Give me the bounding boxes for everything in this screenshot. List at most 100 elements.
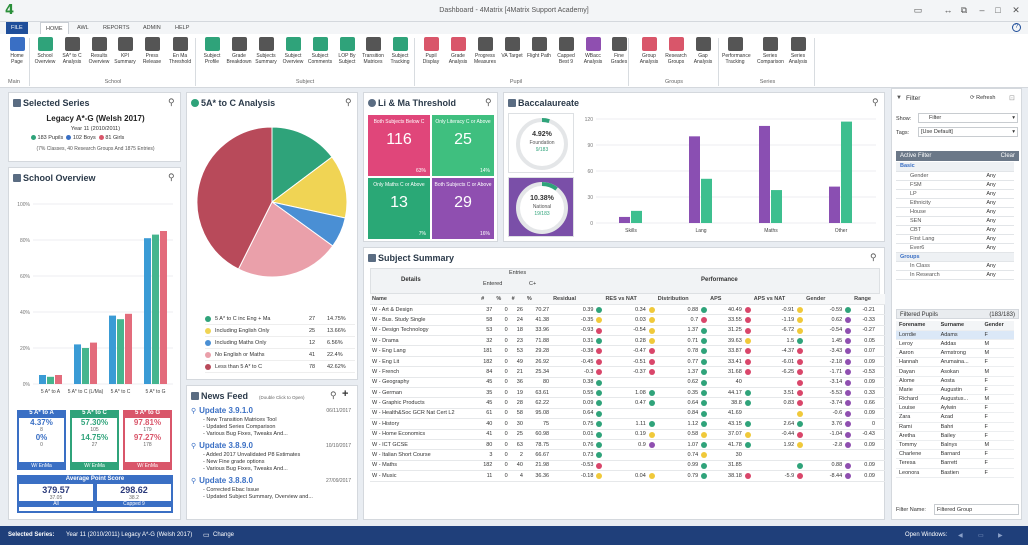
column-header[interactable]: # xyxy=(479,294,495,305)
ribbon-button-subjects-summary[interactable]: Subjects Summary xyxy=(253,37,279,65)
column-header[interactable]: Residual xyxy=(551,294,604,305)
filter-row[interactable]: CBT Any xyxy=(896,225,1014,235)
column-header[interactable]: Gender xyxy=(804,294,853,305)
table-row[interactable]: W - ICT GCSE 80 0 63 78.75 0.76 0.9 1.07 41.78 1.… xyxy=(370,439,885,451)
pupil-column-header[interactable]: Forename xyxy=(896,321,938,331)
pin-icon[interactable]: ⊡ xyxy=(1009,95,1015,102)
refresh-button[interactable]: ⟳ Refresh xyxy=(970,95,995,101)
pupil-row[interactable]: Aaron Armstrong M xyxy=(896,348,1014,359)
ribbon-button-progress-measures[interactable]: Progress Measures xyxy=(472,37,498,65)
filter-row[interactable]: In Research Any xyxy=(896,270,1014,280)
ribbon-button-pupil-display[interactable]: Pupil Display xyxy=(418,37,444,65)
table-row[interactable]: W - Design Technology 53 0 18 33.96 -0.93 -0.5… xyxy=(370,325,885,337)
pupil-row[interactable]: Marie Augustin F xyxy=(896,385,1014,396)
table-row[interactable]: W - Eng Lang 181 0 53 29.28 -0.38 -0.47 0.78 33.… xyxy=(370,345,885,357)
table-row[interactable]: W - Art & Design 37 0 26 70.27 0.39 0.34 0.88 40… xyxy=(370,304,885,316)
ribbon-button-capped-best-9[interactable]: Capped Best 9 xyxy=(553,37,579,65)
pupil-row[interactable]: Richard Augustus... M xyxy=(896,394,1014,405)
table-row[interactable]: W - Health&Soc GCR Nat Cert L2 61 0 58 95.08… xyxy=(370,408,885,420)
search-icon[interactable]: ⚲ xyxy=(485,97,492,107)
ribbon-button-subject-tracking[interactable]: Subject Tracking xyxy=(387,37,413,65)
filter-row[interactable]: Gender Any xyxy=(896,171,1014,181)
tab-admin[interactable]: ADMIN xyxy=(143,25,161,31)
filter-section-basic[interactable]: Basic xyxy=(896,162,1014,172)
column-header[interactable]: % xyxy=(524,294,552,305)
show-select[interactable]: Filter ▾ xyxy=(918,113,1018,123)
search-icon[interactable]: ⚲ xyxy=(870,252,877,262)
ribbon-button-kpi-summary[interactable]: KPI Summary xyxy=(112,37,138,65)
ribbon-button-gap-analysis[interactable]: Gap Analysis xyxy=(690,37,716,65)
table-row[interactable]: W - Geography 45 0 36 80 0.38 0.62 40 -3.14 0.09 xyxy=(370,377,885,389)
tags-select[interactable]: [Use Default] ▾ xyxy=(918,127,1018,137)
clear-button[interactable]: Clear xyxy=(1000,153,1015,159)
column-header[interactable]: % xyxy=(494,294,510,305)
news-item[interactable]: ⚲ Update 3.9.1.0 06/11/2017 - New Transitio… xyxy=(191,406,355,438)
column-header[interactable]: # xyxy=(509,294,525,305)
table-row[interactable]: W - Home Economics 41 0 25 60.98 0.01 0.19 0.58… xyxy=(370,429,885,440)
filter-name-input[interactable]: Filtered Group xyxy=(934,504,1019,515)
ribbon-button-flight-path[interactable]: Flight Path xyxy=(526,37,552,59)
close-icon[interactable]: ✕ xyxy=(1012,5,1020,15)
window-list-icon[interactable]: ▭ xyxy=(978,533,984,539)
lima-tile[interactable]: Only Literacy C or Above 25 14% xyxy=(432,115,494,176)
maximize-icon[interactable]: □ xyxy=(995,5,1001,15)
ribbon-button-series-analysis[interactable]: Series Analysis xyxy=(785,37,811,65)
pupil-row[interactable]: Leonora Bastien F xyxy=(896,468,1014,478)
pupil-column-header[interactable]: Gender xyxy=(981,321,1014,331)
filter-row[interactable]: In Class Any xyxy=(896,261,1014,271)
help-icon[interactable]: ? xyxy=(1012,23,1021,32)
camera-icon[interactable]: ▭ xyxy=(913,5,923,15)
filter-row[interactable]: Ethnicity Any xyxy=(896,198,1014,208)
ribbon-button-lop-by-subject[interactable]: LOP By Subject xyxy=(334,37,360,65)
pupil-row[interactable]: Dayan Asokan M xyxy=(896,366,1014,377)
search-icon[interactable]: ⚲ xyxy=(168,97,175,107)
pupil-row[interactable]: Charlene Barnard F xyxy=(896,449,1014,460)
news-item[interactable]: ⚲ Update 3.8.8.0 27/09/2017 - Corrected Eba… xyxy=(191,476,355,501)
filter-row[interactable]: FSM Any xyxy=(896,180,1014,190)
pupil-row[interactable]: Alome Aosta F xyxy=(896,376,1014,386)
ribbon-button-results-overview[interactable]: Results Overview xyxy=(86,37,112,65)
restore-icon[interactable]: ⧉ xyxy=(960,5,968,15)
search-icon[interactable]: ⚲ xyxy=(872,97,879,107)
lima-tile[interactable]: Both Subjects C or Above 29 16% xyxy=(432,178,494,239)
pupil-row[interactable]: Lorrdie Adams F xyxy=(896,330,1014,340)
add-icon[interactable]: + xyxy=(342,388,349,400)
ribbon-button-school-overview[interactable]: School Overview xyxy=(32,37,58,65)
ribbon-button-subject-profile[interactable]: Subject Profile xyxy=(199,37,225,65)
ribbon-button-research-groups[interactable]: Research Groups xyxy=(663,37,689,65)
search-icon[interactable]: ⚲ xyxy=(345,97,352,107)
filter-row[interactable]: LP Any xyxy=(896,189,1014,199)
table-row[interactable]: W - Maths 182 0 40 21.98 -0.53 0.99 31.85 0.88 0.… xyxy=(370,460,885,472)
pupil-row[interactable]: Louise Aylwin F xyxy=(896,403,1014,414)
ribbon-button-en-ma-threshold[interactable]: En Ma Threshold xyxy=(167,37,193,65)
location-icon[interactable]: ⚲ xyxy=(330,390,337,400)
table-row[interactable]: W - Music 11 0 4 36.36 -0.18 0.04 0.79 38.18 -5.9… xyxy=(370,470,885,482)
filter-row[interactable]: SEN Any xyxy=(896,216,1014,226)
table-row[interactable]: W - Bus. Study Single 58 0 24 41.38 -0.35 0.03… xyxy=(370,314,885,326)
table-row[interactable]: W - Graphic Products 45 0 28 62.22 0.09 0.47 0.… xyxy=(370,397,885,409)
column-header[interactable]: Name xyxy=(370,294,480,305)
table-row[interactable]: W - French 84 0 21 25.34 -0.3 -0.37 1.37 31.68 -6… xyxy=(370,366,885,378)
ribbon-button-sa-to-c-analysis[interactable]: SA* to C Analysis xyxy=(59,37,85,65)
pupil-row[interactable]: Hannah Arumaina... F xyxy=(896,357,1014,368)
pupil-row[interactable]: Rami Bahri F xyxy=(896,422,1014,432)
column-header[interactable]: APS vs NAT xyxy=(751,294,805,305)
filter-section-groups[interactable]: Groups xyxy=(896,252,1014,262)
column-header[interactable]: Range xyxy=(852,294,885,305)
pupil-column-header[interactable]: Surname xyxy=(937,321,982,331)
lima-tile[interactable]: Only Maths C or Above 13 7% xyxy=(368,178,430,239)
resize-icon[interactable]: ↔ xyxy=(943,5,953,15)
ribbon-button-performance-tracking[interactable]: Performance Tracking xyxy=(722,37,751,65)
search-icon[interactable]: ⚲ xyxy=(168,172,175,182)
filter-row[interactable]: House Any xyxy=(896,207,1014,217)
ribbon-button-home-page[interactable]: Home Page xyxy=(4,37,30,65)
lima-tile[interactable]: Both Subjects Below C 116 63% xyxy=(368,115,430,176)
change-button[interactable]: Change xyxy=(213,532,235,538)
pupil-row[interactable]: Tommy Balnys M xyxy=(896,440,1014,451)
pupil-row[interactable]: Aretha Bailey F xyxy=(896,431,1014,441)
ribbon-button-va-target[interactable]: VA Target xyxy=(499,37,525,59)
table-row[interactable]: W - Italian Short Course 3 0 2 66.67 0.73 0.74… xyxy=(370,449,885,461)
column-header[interactable]: RES vs NAT xyxy=(603,294,656,305)
pupil-row[interactable]: Zara Azad F xyxy=(896,412,1014,423)
ribbon-button-transition-matrices[interactable]: Transition Matrices xyxy=(360,37,386,65)
